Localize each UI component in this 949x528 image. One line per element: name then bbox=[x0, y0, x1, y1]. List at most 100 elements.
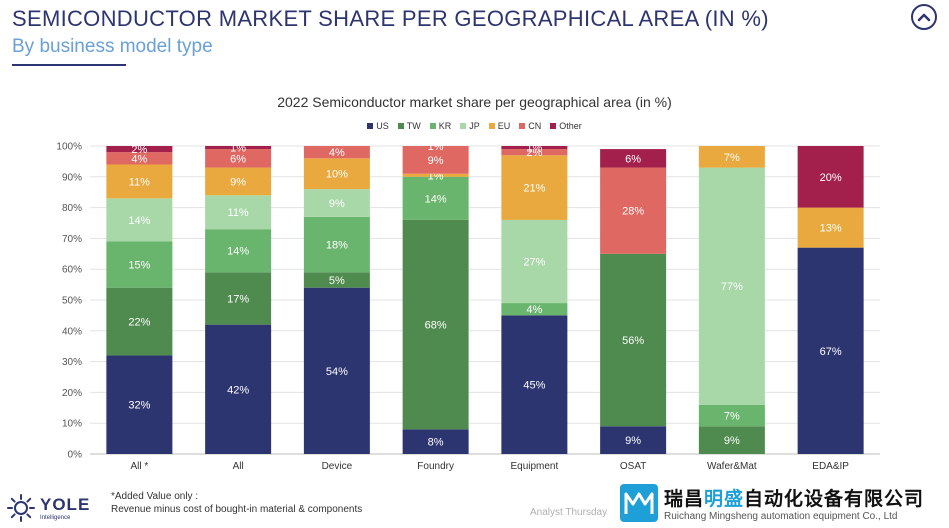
bar-segment-eu bbox=[797, 207, 864, 248]
y-tick-label: 40% bbox=[62, 326, 82, 337]
legend-item-eu: EU bbox=[488, 121, 511, 131]
legend-label-other: Other bbox=[559, 121, 582, 131]
bar-segment-kr bbox=[402, 176, 469, 220]
legend-item-us: US bbox=[367, 121, 389, 131]
data-label: 9% bbox=[230, 176, 246, 188]
yole-logo-icon bbox=[7, 494, 35, 522]
bar-segment-tw bbox=[698, 426, 765, 454]
bar-segment-other bbox=[501, 146, 568, 150]
data-label: 9% bbox=[625, 435, 641, 447]
data-label: 14% bbox=[128, 215, 150, 227]
bar-segment-eu bbox=[698, 146, 765, 168]
bar-segment-us bbox=[402, 429, 469, 454]
bar-segment-jp bbox=[303, 189, 370, 217]
y-tick-label: 10% bbox=[62, 419, 82, 430]
bar-segment-tw bbox=[402, 219, 469, 430]
yole-logo-sub: Intelligence bbox=[40, 514, 71, 521]
bar-segment-eu bbox=[501, 155, 568, 220]
bar-segment-cn bbox=[303, 146, 370, 159]
y-tick-label: 20% bbox=[62, 388, 82, 399]
legend-swatch-us bbox=[367, 123, 374, 129]
bar-segment-us bbox=[106, 355, 173, 454]
data-label: 20% bbox=[820, 172, 842, 184]
x-tick-label: OSAT bbox=[620, 461, 646, 472]
x-tick-label: EDA&IP bbox=[812, 461, 849, 472]
legend-swatch-other bbox=[550, 123, 557, 129]
yole-logo-word: YOLE bbox=[40, 494, 91, 514]
bar-segment-jp bbox=[501, 219, 568, 304]
data-label: 14% bbox=[227, 246, 249, 258]
bar-segment-other bbox=[600, 149, 667, 168]
data-label: 11% bbox=[228, 207, 249, 219]
y-tick-label: 50% bbox=[62, 296, 82, 307]
data-label: 9% bbox=[724, 435, 740, 447]
data-label: 32% bbox=[128, 400, 150, 412]
data-label: 9% bbox=[428, 155, 444, 167]
legend-swatch-tw bbox=[397, 123, 404, 129]
x-tick-label: Equipment bbox=[510, 461, 558, 472]
data-label: 77% bbox=[721, 281, 743, 293]
data-label: 21% bbox=[523, 183, 545, 195]
footnote: *Added Value only : Revenue minus cost o… bbox=[111, 490, 362, 516]
title-underline bbox=[12, 64, 126, 66]
legend-item-jp: JP bbox=[460, 121, 480, 131]
main-title: SEMICONDUCTOR MARKET SHARE PER GEOGRAPHI… bbox=[12, 6, 769, 31]
analyst-label: Analyst Thursday bbox=[530, 507, 608, 518]
data-label: 9% bbox=[329, 198, 345, 210]
legend-item-cn: CN bbox=[519, 121, 541, 131]
footnote-line-2: Revenue minus cost of bought-in material… bbox=[111, 504, 363, 515]
company-name-en: Ruichang Mingsheng automation equipment … bbox=[664, 511, 898, 522]
data-label: 11% bbox=[129, 176, 150, 188]
chart-legend: US TW KR JP EU CN Other bbox=[0, 121, 949, 131]
bar-segment-other bbox=[797, 146, 864, 208]
legend-label-cn: CN bbox=[528, 121, 542, 131]
bar-segment-other bbox=[106, 146, 173, 153]
scroll-up-button[interactable] bbox=[911, 4, 937, 30]
data-label: 42% bbox=[227, 384, 249, 396]
data-label: 4% bbox=[526, 304, 542, 316]
data-label: 6% bbox=[230, 153, 246, 165]
bar-segment-us bbox=[797, 247, 864, 454]
bar-segment-eu bbox=[205, 167, 272, 196]
data-label: 4% bbox=[329, 147, 345, 159]
data-label: 28% bbox=[622, 206, 644, 218]
bar-segment-cn bbox=[600, 167, 667, 254]
y-tick-label: 60% bbox=[62, 265, 82, 276]
company-name-cn-accent: 明盛 bbox=[704, 489, 745, 510]
company-name-cn: 瑞昌明盛自动化设备有限公司 bbox=[664, 484, 924, 511]
legend-label-eu: EU bbox=[497, 121, 511, 131]
data-label: 7% bbox=[724, 152, 740, 164]
bar-segment-eu bbox=[106, 164, 173, 199]
data-label: 8% bbox=[428, 437, 444, 449]
data-label: 27% bbox=[523, 257, 545, 269]
bar-segment-us bbox=[501, 315, 568, 454]
company-name-cn-suffix: 自动化设备有限公司 bbox=[744, 489, 925, 510]
bar-segment-tw bbox=[600, 253, 667, 427]
legend-label-kr: KR bbox=[438, 121, 452, 131]
bar-segment-tw bbox=[205, 272, 272, 325]
data-label: 14% bbox=[425, 193, 447, 205]
data-label: 18% bbox=[326, 240, 348, 252]
y-tick-label: 70% bbox=[62, 234, 82, 245]
data-label: 17% bbox=[227, 293, 249, 305]
data-label: 54% bbox=[326, 366, 348, 378]
bar-segment-cn bbox=[205, 149, 272, 168]
legend-swatch-kr bbox=[429, 123, 436, 129]
y-tick-label: 30% bbox=[62, 357, 82, 368]
legend-label-jp: JP bbox=[469, 121, 480, 131]
x-tick-label: All bbox=[233, 461, 244, 472]
bar-segment-kr bbox=[106, 241, 173, 288]
data-label: 13% bbox=[820, 223, 842, 235]
bar-segment-kr bbox=[303, 216, 370, 273]
bar-segment-kr bbox=[501, 303, 568, 316]
x-tick-label: All * bbox=[130, 461, 148, 472]
subtitle: By business model type bbox=[12, 36, 213, 57]
bar-segment-eu bbox=[303, 158, 370, 190]
bar-segment-jp bbox=[698, 167, 765, 405]
data-label: 6% bbox=[625, 153, 641, 165]
bar-segment-eu bbox=[402, 173, 469, 177]
bar-segment-us bbox=[600, 426, 667, 454]
y-tick-label: 80% bbox=[62, 203, 82, 214]
data-label: 1% bbox=[428, 141, 444, 153]
legend-item-other: Other bbox=[550, 121, 582, 131]
